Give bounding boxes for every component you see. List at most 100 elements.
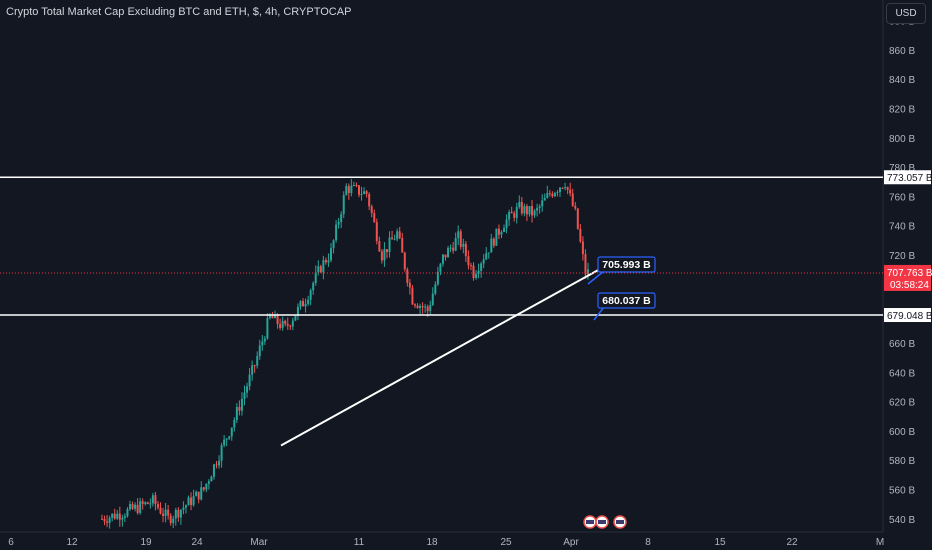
candle-body	[304, 303, 307, 307]
candle-body	[347, 186, 350, 194]
x-tick-label: 6	[8, 537, 14, 548]
y-tick-label: 780 B	[889, 163, 915, 174]
candle-body	[378, 241, 381, 252]
candle-body	[307, 299, 310, 304]
candle-body	[383, 249, 386, 261]
candle-body	[431, 293, 434, 306]
candle-body	[248, 374, 251, 387]
callout-box[interactable]	[597, 292, 656, 309]
candle-body	[475, 273, 478, 278]
y-tick-label: 740 B	[889, 222, 915, 233]
candle-body	[212, 464, 215, 477]
y-tick-label: 600 B	[889, 427, 915, 438]
candle-body	[396, 231, 399, 240]
candle-body	[447, 248, 450, 258]
candle-body	[355, 184, 358, 186]
candle-body	[449, 247, 452, 249]
candle-body	[480, 263, 483, 271]
candle-body	[207, 481, 210, 484]
candle-body	[253, 365, 256, 367]
candle-body	[340, 214, 343, 223]
candle-body	[551, 193, 554, 197]
hline-price-badge	[884, 308, 931, 323]
callout-label: 680.037 B	[602, 295, 651, 307]
candle-body	[281, 320, 284, 328]
candle-body	[441, 254, 444, 264]
candle-body	[276, 314, 279, 324]
y-tick-label: 760 B	[889, 192, 915, 203]
candle-body	[587, 269, 589, 275]
candle-body	[413, 304, 416, 306]
candle-body	[388, 237, 391, 253]
candle-body	[215, 464, 218, 466]
callout-label: 705.993 B	[602, 259, 651, 271]
candle-body	[192, 496, 195, 506]
candle-body	[365, 191, 368, 194]
x-tick-label: 12	[66, 537, 78, 548]
candle-body	[350, 185, 353, 194]
candle-body	[317, 266, 320, 273]
candle-body	[533, 210, 536, 216]
candle-body	[128, 504, 131, 510]
candle-body	[357, 185, 360, 195]
candle-body	[505, 219, 508, 229]
candle-body	[337, 222, 340, 225]
candle-body	[243, 392, 246, 399]
economic-events[interactable]	[583, 515, 627, 529]
candle-body	[184, 505, 187, 508]
candle-body	[123, 516, 126, 518]
candle-body	[408, 282, 411, 288]
candle-body	[190, 497, 193, 506]
candle-body	[126, 509, 129, 517]
candle-body	[268, 314, 271, 319]
x-tick-label: 11	[354, 537, 365, 548]
candle-body	[477, 270, 480, 274]
candle-body	[121, 517, 124, 520]
candle-body	[403, 252, 406, 270]
candle-body	[429, 305, 432, 312]
y-tick-label: 800 B	[889, 134, 915, 145]
candle-body	[225, 438, 228, 440]
candle-body	[246, 386, 249, 393]
candle-body	[302, 301, 305, 307]
candle-body	[159, 507, 162, 514]
callout-pointer	[587, 270, 605, 285]
y-tick-label: 620 B	[889, 398, 915, 409]
candle-body	[202, 487, 205, 490]
candle-body	[332, 240, 335, 249]
flag-stripe	[586, 520, 594, 524]
currency-button[interactable]: USD	[886, 3, 926, 24]
candle-body	[495, 228, 498, 246]
trendline[interactable]	[280, 257, 621, 447]
hline-price-label: 679.048 B	[887, 311, 932, 322]
candle-body	[312, 282, 315, 291]
time-axis[interactable]: 6 12 19 24 Mar 11 18 25 Apr 8 15 22 M	[8, 537, 884, 548]
candle-body	[322, 260, 325, 273]
candle-body	[523, 206, 526, 214]
x-tick-label: 8	[645, 537, 651, 548]
y-tick-label: 580 B	[889, 456, 915, 467]
candle-body	[391, 237, 394, 240]
candle-body	[195, 491, 198, 497]
callout-box[interactable]	[597, 256, 656, 273]
candle-body	[167, 509, 170, 516]
candle-body	[144, 502, 147, 504]
candle-body	[462, 243, 465, 247]
candle-body	[421, 305, 424, 308]
candle-body	[169, 515, 172, 524]
candle-body	[459, 231, 462, 247]
candle-body	[261, 341, 264, 346]
candle-body	[536, 207, 539, 211]
candle-body	[528, 206, 531, 215]
x-tick-label: 18	[426, 537, 438, 548]
candle-body	[179, 509, 182, 518]
candle-body	[548, 193, 551, 195]
candle-body	[515, 207, 518, 218]
candle-body	[559, 187, 562, 192]
candle-body	[467, 256, 470, 266]
candle-body	[424, 306, 427, 308]
candle-body	[541, 200, 544, 207]
candle-body	[500, 231, 503, 235]
candle-body	[205, 483, 208, 490]
